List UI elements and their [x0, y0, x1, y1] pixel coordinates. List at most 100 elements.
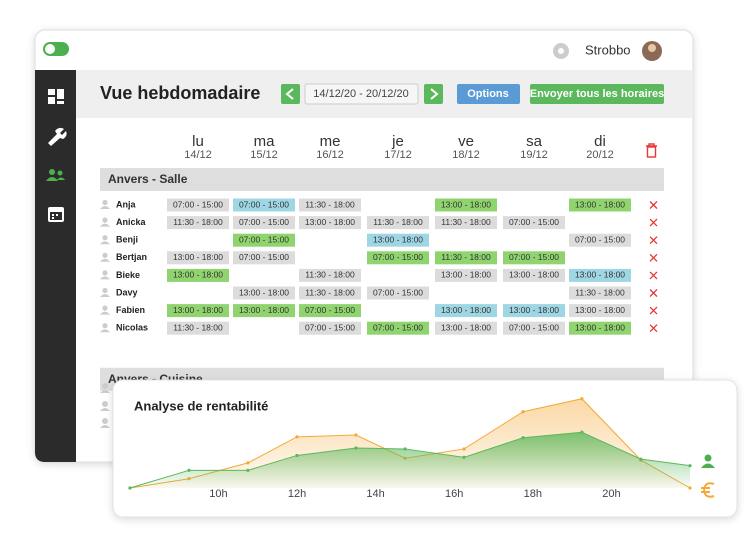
person-icon: [100, 276, 110, 280]
employee-name: Nicolas: [116, 323, 148, 333]
euro-legend-icon: [701, 482, 715, 498]
shift-cell[interactable]: [299, 304, 361, 318]
shift-time: 07:00 - 15:00: [373, 287, 423, 297]
shift-cell[interactable]: [569, 268, 631, 282]
shift-cell[interactable]: [435, 198, 497, 212]
delete-row[interactable]: [649, 218, 658, 227]
shift-cell[interactable]: [569, 233, 631, 247]
avatar[interactable]: [642, 41, 662, 61]
shift-cell[interactable]: [299, 286, 361, 300]
employee-name: Anicka: [116, 217, 147, 227]
shift-time: 07:00 - 15:00: [575, 234, 625, 244]
toggle[interactable]: [43, 42, 69, 56]
shift-cell[interactable]: [367, 233, 429, 247]
point: [354, 446, 358, 450]
shift-time: 07:00 - 15:00: [305, 305, 355, 315]
shift-time: 13:00 - 18:00: [441, 199, 491, 209]
shift-cell[interactable]: [569, 304, 631, 318]
shift-cell[interactable]: [233, 304, 295, 318]
date-range: 14/12/20 - 20/12/20: [313, 88, 408, 100]
delete-row[interactable]: [649, 324, 658, 333]
shift-cell[interactable]: [167, 321, 229, 335]
dashboard-icon[interactable]: [48, 89, 64, 104]
shift-cell[interactable]: [367, 321, 429, 335]
delete-week[interactable]: [646, 143, 657, 158]
shift-cell[interactable]: [167, 268, 229, 282]
shift-cell[interactable]: [569, 286, 631, 300]
shift-cell[interactable]: [299, 268, 361, 282]
shift-cell[interactable]: [367, 216, 429, 230]
shift-cell[interactable]: [569, 321, 631, 335]
person-icon: [100, 311, 110, 315]
settings-icon[interactable]: [553, 43, 569, 59]
prev-button[interactable]: [281, 84, 300, 104]
shift-time: 13:00 - 18:00: [173, 270, 223, 280]
shift-cell[interactable]: [503, 268, 565, 282]
delete-row[interactable]: [649, 306, 658, 315]
delete-row[interactable]: [649, 201, 658, 209]
x-tick-label: 20h: [602, 488, 620, 500]
delete-row[interactable]: [649, 236, 658, 245]
delete-row[interactable]: [649, 253, 658, 262]
shift-time: 07:00 - 15:00: [509, 217, 559, 227]
tools-icon[interactable]: [48, 127, 67, 146]
sidebar: [35, 70, 76, 462]
shift-cell[interactable]: [435, 268, 497, 282]
person-icon: [102, 323, 108, 329]
x-tick-label: 18h: [524, 488, 542, 500]
next-button[interactable]: [424, 84, 443, 104]
shift-cell[interactable]: [167, 198, 229, 212]
shift-cell[interactable]: [167, 251, 229, 265]
day-date: 16/12: [316, 149, 344, 161]
point: [187, 468, 191, 472]
x-tick-label: 10h: [209, 488, 227, 500]
day-name: di: [594, 133, 606, 150]
shift-cell[interactable]: [569, 198, 631, 212]
shift-cell[interactable]: [435, 251, 497, 265]
shift-cell[interactable]: [435, 321, 497, 335]
day-date: 15/12: [250, 149, 278, 161]
shift-cell[interactable]: [233, 251, 295, 265]
shift-cell[interactable]: [503, 321, 565, 335]
calendar-icon[interactable]: [48, 207, 64, 222]
shift-time: 13:00 - 18:00: [575, 270, 625, 280]
point: [403, 447, 407, 451]
shift-cell[interactable]: [503, 304, 565, 318]
shift-cell[interactable]: [233, 216, 295, 230]
shift-cell[interactable]: [167, 216, 229, 230]
shift-cell[interactable]: [299, 216, 361, 230]
shift-cell[interactable]: [367, 286, 429, 300]
shift-cell[interactable]: [299, 198, 361, 212]
shift-time: 13:00 - 18:00: [173, 252, 223, 262]
delete-row[interactable]: [649, 289, 658, 297]
shift-cell[interactable]: [435, 304, 497, 318]
shift-cell[interactable]: [503, 216, 565, 230]
shift-time: 13:00 - 18:00: [575, 199, 625, 209]
point: [688, 464, 692, 468]
shift-cell[interactable]: [367, 251, 429, 265]
shift-time: 07:00 - 15:00: [239, 217, 289, 227]
shift-cell[interactable]: [299, 321, 361, 335]
employee-name: Benji: [116, 235, 138, 245]
point: [246, 468, 250, 472]
shift-time: 13:00 - 18:00: [575, 322, 625, 332]
shift-cell[interactable]: [435, 216, 497, 230]
shift-time: 13:00 - 18:00: [373, 234, 423, 244]
options-button[interactable]: [457, 84, 520, 104]
person-icon: [100, 206, 110, 209]
users-icon[interactable]: [46, 169, 65, 181]
shift-cell[interactable]: [503, 251, 565, 265]
employee-name: Fabien: [116, 305, 145, 315]
send-all-button[interactable]: [530, 84, 664, 104]
shift-cell[interactable]: [167, 304, 229, 318]
shift-time: 13:00 - 18:00: [441, 270, 491, 280]
shift-cell[interactable]: [233, 233, 295, 247]
date-box[interactable]: [304, 83, 419, 105]
shift-cell[interactable]: [233, 198, 295, 212]
shift-cell[interactable]: [233, 286, 295, 300]
delete-row[interactable]: [649, 271, 658, 280]
employee-name: Anja: [116, 199, 136, 209]
section-band: [100, 168, 664, 191]
